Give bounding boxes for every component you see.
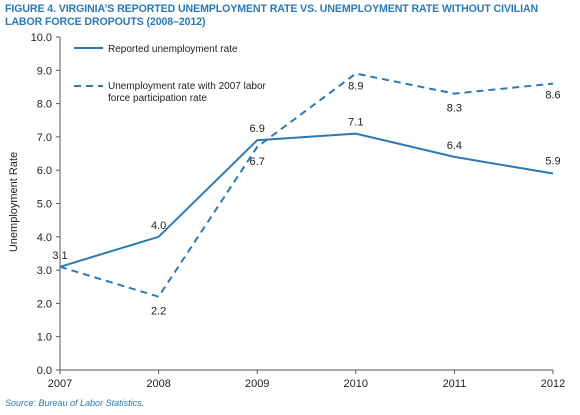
x-tick-label: 2009 bbox=[245, 378, 269, 390]
reported-rate-line bbox=[59, 132, 554, 268]
adjusted-data-label: 8.6 bbox=[545, 90, 560, 102]
x-tick-label: 2010 bbox=[344, 378, 368, 390]
x-tick-label: 2008 bbox=[146, 378, 170, 390]
adjusted-rate-line bbox=[59, 72, 554, 298]
y-tick-label: 4.0 bbox=[37, 232, 52, 244]
data-labels: 3.1 4.0 6.9 7.1 6.4 5.9 2.2 6.7 8.9 8.3 8.6 bbox=[52, 81, 560, 318]
adjusted-data-label: 6.7 bbox=[250, 156, 265, 168]
y-tick-label: 10.0 bbox=[31, 32, 52, 44]
legend-label-line: force participation rate bbox=[108, 93, 207, 104]
reported-data-label: 3.1 bbox=[52, 250, 67, 262]
y-tick-label: 2.0 bbox=[37, 298, 52, 310]
reported-data-label: 6.9 bbox=[250, 123, 265, 135]
y-tick-label: 1.0 bbox=[37, 332, 52, 344]
reported-data-label: 6.4 bbox=[447, 140, 462, 152]
reported-data-label: 4.0 bbox=[151, 220, 166, 232]
adjusted-data-label: 8.9 bbox=[348, 81, 363, 93]
source-note: Source: Bureau of Labor Statistics. bbox=[5, 398, 145, 408]
x-tick-label: 2011 bbox=[443, 378, 467, 390]
adjusted-data-label: 8.3 bbox=[447, 103, 462, 115]
y-tick-label: 9.0 bbox=[37, 65, 52, 77]
x-tick-label: 2012 bbox=[541, 378, 565, 390]
reported-data-label: 7.1 bbox=[348, 117, 363, 129]
series-lines bbox=[59, 72, 554, 298]
y-tick-label: 3.0 bbox=[37, 265, 52, 277]
y-tick-label: 8.0 bbox=[37, 99, 52, 111]
y-tick-label: 7.0 bbox=[37, 132, 52, 144]
figure-title: FIGURE 4. VIRGINIA’S REPORTED UNEMPLOYME… bbox=[5, 3, 539, 28]
reported-data-label: 5.9 bbox=[545, 156, 560, 168]
adjusted-data-label: 2.2 bbox=[151, 306, 166, 318]
y-tick-label: 6.0 bbox=[37, 165, 52, 177]
y-axis-ticks: 0.0 1.0 2.0 3.0 4.0 5.0 6.0 7.0 8.0 9.0 10.0 bbox=[31, 32, 60, 377]
y-tick-label: 0.0 bbox=[37, 365, 52, 377]
x-axis-ticks: 2007 2008 2009 2010 2011 2012 bbox=[48, 370, 565, 390]
y-tick-label: 5.0 bbox=[37, 199, 52, 211]
legend: Reported unemployment rate Unemployment r… bbox=[74, 44, 267, 104]
legend-label-adjusted: Unemployment rate with 2007 labor force p… bbox=[108, 81, 267, 104]
legend-label-reported: Reported unemployment rate bbox=[108, 44, 238, 55]
legend-label-line: Unemployment rate with 2007 labor bbox=[108, 81, 267, 92]
x-tick-label: 2007 bbox=[48, 378, 72, 390]
y-axis-label: Unemployment Rate bbox=[8, 152, 20, 252]
